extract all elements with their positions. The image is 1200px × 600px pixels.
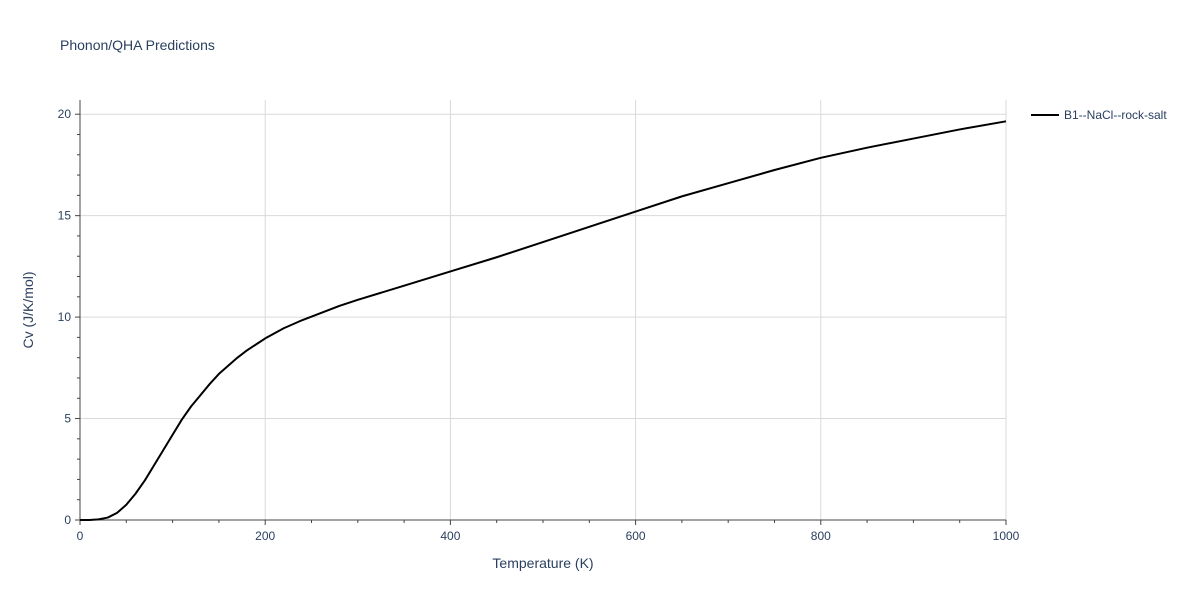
series-layer: [80, 120, 1007, 521]
x-tick-label: 1000: [993, 529, 1020, 543]
y-tick-label: 5: [64, 412, 71, 426]
x-tick-label: 400: [440, 529, 460, 543]
y-tick-label: 0: [64, 513, 71, 527]
x-tick-label: 800: [811, 529, 831, 543]
y-tick-label: 15: [58, 209, 72, 223]
y-axis-title: Cv (J/K/mol): [20, 272, 36, 349]
axis-layer: [75, 100, 1007, 525]
y-tick-label: 10: [58, 310, 72, 324]
x-tick-label: 600: [626, 529, 646, 543]
y-tick-label: 20: [58, 107, 72, 121]
series-line[interactable]: [80, 120, 1007, 521]
x-tick-label: 200: [255, 529, 275, 543]
chart-title: Phonon/QHA Predictions: [60, 37, 215, 53]
tick-layer: 0 200 400 600 800 1000 0 5 10 15 20: [58, 107, 1020, 543]
legend[interactable]: B1--NaCl--rock-salt: [1031, 108, 1167, 122]
x-tick-label: 0: [77, 529, 84, 543]
x-axis-title: Temperature (K): [492, 555, 593, 571]
grid-layer: [80, 100, 1007, 520]
legend-label: B1--NaCl--rock-salt: [1064, 108, 1167, 122]
